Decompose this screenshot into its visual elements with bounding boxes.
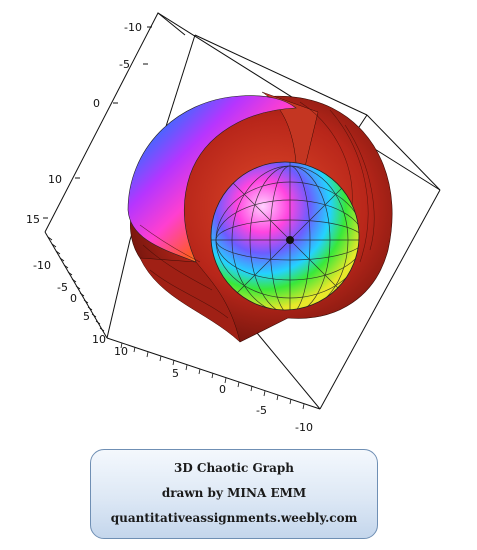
left-axis-label-2: -5 <box>119 58 130 71</box>
left-axis-label-1: -10 <box>124 21 142 34</box>
lower-left-axis-label-4: 5 <box>83 310 90 323</box>
left-axis-ticks <box>43 26 152 219</box>
left-axis-label-5: 15 <box>26 213 40 226</box>
bottom-axis-label-2: 5 <box>172 367 179 380</box>
chaotic-3d-plot: -10 -5 0 10 15 -10 -5 0 5 10 10 5 0 -5 -… <box>26 12 441 434</box>
caption-author: drawn by MINA EMM <box>161 486 307 500</box>
left-axis-label-4: 10 <box>48 173 62 186</box>
bottom-axis-minor-ticks <box>120 342 305 410</box>
bottom-axis-label-5: -10 <box>295 421 313 434</box>
bottom-axis-label-3: 0 <box>219 383 226 396</box>
lower-left-axis-label-3: 0 <box>70 292 77 305</box>
bottom-axis-label-1: 10 <box>114 345 128 358</box>
left-axis: -10 -5 0 10 15 <box>26 21 152 226</box>
left-axis-label-3: 0 <box>93 97 100 110</box>
lower-left-axis-label-5: 10 <box>92 333 106 346</box>
lower-left-axis-label-2: -5 <box>57 281 68 294</box>
caption-website: quantitativeassignments.weebly.com <box>110 511 358 525</box>
shell-grid <box>139 101 375 319</box>
caption-title: 3D Chaotic Graph <box>173 461 295 475</box>
caption-box: 3D Chaotic Graph drawn by MINA EMM quant… <box>90 449 378 539</box>
rainbow-band-surface <box>127 95 297 263</box>
inner-sphere-surface <box>210 161 360 311</box>
lower-left-axis-label-1: -10 <box>33 259 51 272</box>
lower-left-axis-minor-ticks <box>47 236 105 332</box>
bottom-axis: 10 5 0 -5 -10 <box>114 342 313 434</box>
lower-left-axis: -10 -5 0 5 10 <box>33 236 106 346</box>
bottom-axis-label-4: -5 <box>256 404 267 417</box>
